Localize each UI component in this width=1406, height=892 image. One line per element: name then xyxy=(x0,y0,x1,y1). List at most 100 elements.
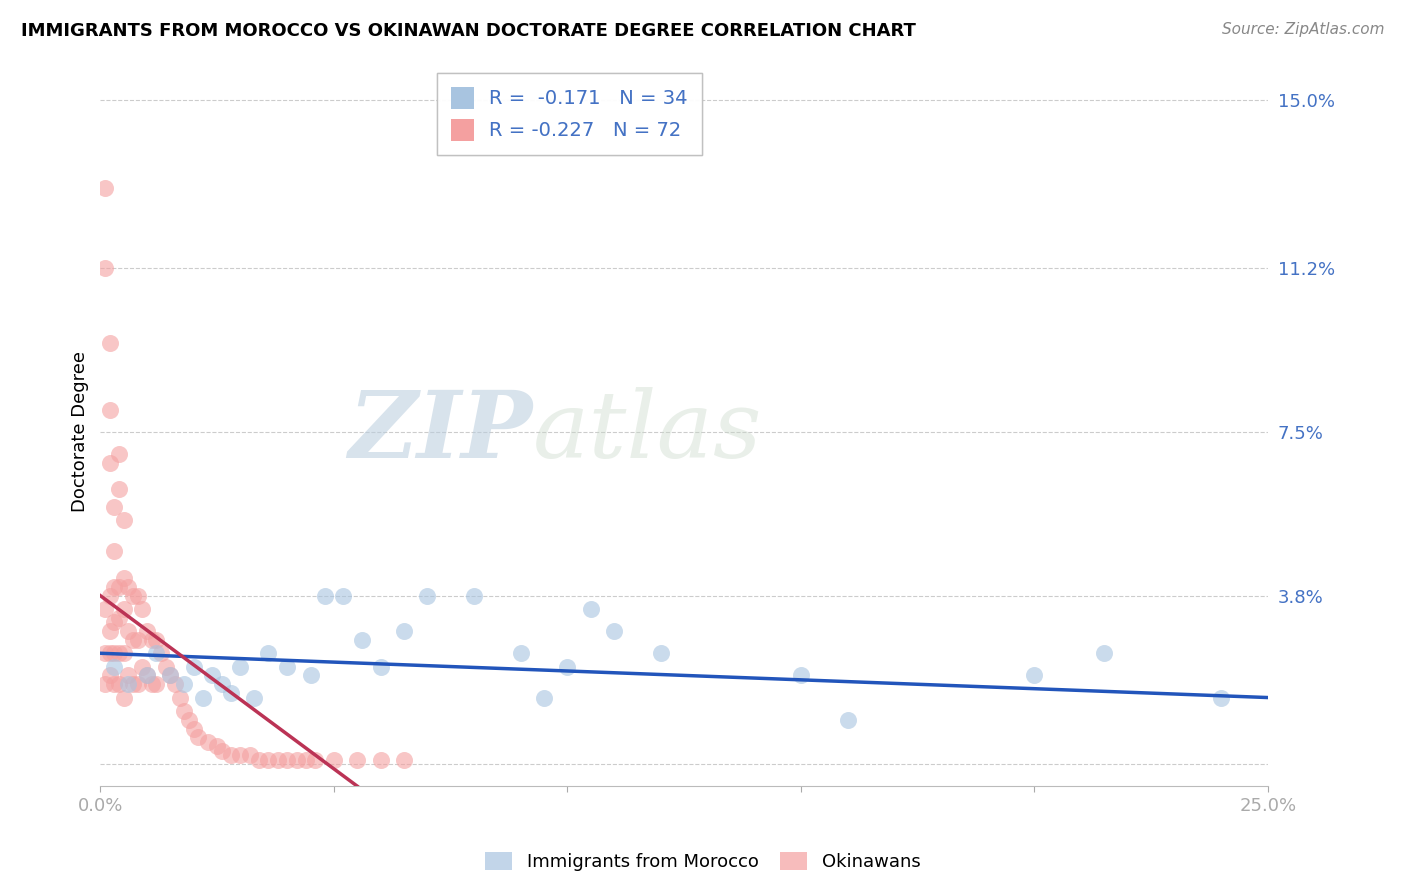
Point xyxy=(557,659,579,673)
Legend: Immigrants from Morocco, Okinawans: Immigrants from Morocco, Okinawans xyxy=(478,845,928,879)
Point xyxy=(103,659,125,673)
Point xyxy=(108,611,131,625)
Point xyxy=(790,668,813,682)
Point xyxy=(197,735,219,749)
Point xyxy=(1211,690,1233,705)
Point xyxy=(332,589,354,603)
Point xyxy=(314,589,336,603)
Point xyxy=(159,668,181,682)
Point xyxy=(169,690,191,705)
Point xyxy=(1094,646,1116,660)
Text: ZIP: ZIP xyxy=(349,387,533,477)
Point xyxy=(103,615,125,630)
Point xyxy=(276,659,298,673)
Point xyxy=(112,602,135,616)
Y-axis label: Doctorate Degree: Doctorate Degree xyxy=(72,351,89,512)
Point xyxy=(145,677,167,691)
Point xyxy=(94,677,117,691)
Point xyxy=(350,632,373,647)
Point xyxy=(122,589,145,603)
Legend: R =  -0.171   N = 34, R = -0.227   N = 72: R = -0.171 N = 34, R = -0.227 N = 72 xyxy=(437,73,702,155)
Point xyxy=(117,580,139,594)
Point xyxy=(267,753,290,767)
Point xyxy=(117,668,139,682)
Point xyxy=(159,668,181,682)
Point xyxy=(416,589,439,603)
Point xyxy=(1024,668,1046,682)
Point xyxy=(108,677,131,691)
Point xyxy=(219,686,242,700)
Point xyxy=(94,181,117,195)
Point xyxy=(247,753,270,767)
Point xyxy=(285,753,308,767)
Point xyxy=(509,646,531,660)
Point xyxy=(579,602,602,616)
Point xyxy=(145,632,167,647)
Point xyxy=(239,748,262,763)
Point xyxy=(173,704,195,718)
Point xyxy=(603,624,626,639)
Point xyxy=(201,668,224,682)
Point xyxy=(229,748,252,763)
Point xyxy=(370,659,392,673)
Point xyxy=(117,677,139,691)
Point xyxy=(533,690,555,705)
Point xyxy=(103,677,125,691)
Point xyxy=(103,646,125,660)
Point xyxy=(304,753,326,767)
Point xyxy=(117,624,139,639)
Text: Source: ZipAtlas.com: Source: ZipAtlas.com xyxy=(1222,22,1385,37)
Point xyxy=(112,571,135,585)
Point xyxy=(98,646,121,660)
Point xyxy=(322,753,344,767)
Point xyxy=(392,753,415,767)
Point xyxy=(650,646,672,660)
Point xyxy=(98,624,121,639)
Point xyxy=(98,589,121,603)
Point xyxy=(219,748,242,763)
Point xyxy=(183,722,205,736)
Point xyxy=(165,677,187,691)
Point xyxy=(112,646,135,660)
Point xyxy=(155,659,177,673)
Point xyxy=(108,447,131,461)
Point xyxy=(127,677,149,691)
Point xyxy=(98,402,121,417)
Point xyxy=(229,659,252,673)
Point xyxy=(392,624,415,639)
Point xyxy=(108,580,131,594)
Point xyxy=(122,632,145,647)
Point xyxy=(94,602,117,616)
Point xyxy=(136,624,159,639)
Point xyxy=(103,580,125,594)
Point xyxy=(276,753,298,767)
Point xyxy=(112,690,135,705)
Point xyxy=(145,646,167,660)
Point xyxy=(141,677,163,691)
Point xyxy=(150,646,173,660)
Point xyxy=(98,456,121,470)
Point xyxy=(103,544,125,558)
Point xyxy=(131,602,153,616)
Point xyxy=(122,677,145,691)
Point xyxy=(837,713,859,727)
Point xyxy=(346,753,368,767)
Point xyxy=(243,690,266,705)
Point xyxy=(141,632,163,647)
Point xyxy=(463,589,485,603)
Point xyxy=(127,589,149,603)
Point xyxy=(205,739,228,754)
Point xyxy=(108,483,131,497)
Point xyxy=(94,646,117,660)
Point xyxy=(211,744,233,758)
Point xyxy=(173,677,195,691)
Text: IMMIGRANTS FROM MOROCCO VS OKINAWAN DOCTORATE DEGREE CORRELATION CHART: IMMIGRANTS FROM MOROCCO VS OKINAWAN DOCT… xyxy=(21,22,915,40)
Point xyxy=(299,668,322,682)
Point xyxy=(370,753,392,767)
Point xyxy=(295,753,318,767)
Point xyxy=(183,659,205,673)
Point xyxy=(98,668,121,682)
Point xyxy=(177,713,200,727)
Point xyxy=(112,513,135,527)
Point xyxy=(257,753,280,767)
